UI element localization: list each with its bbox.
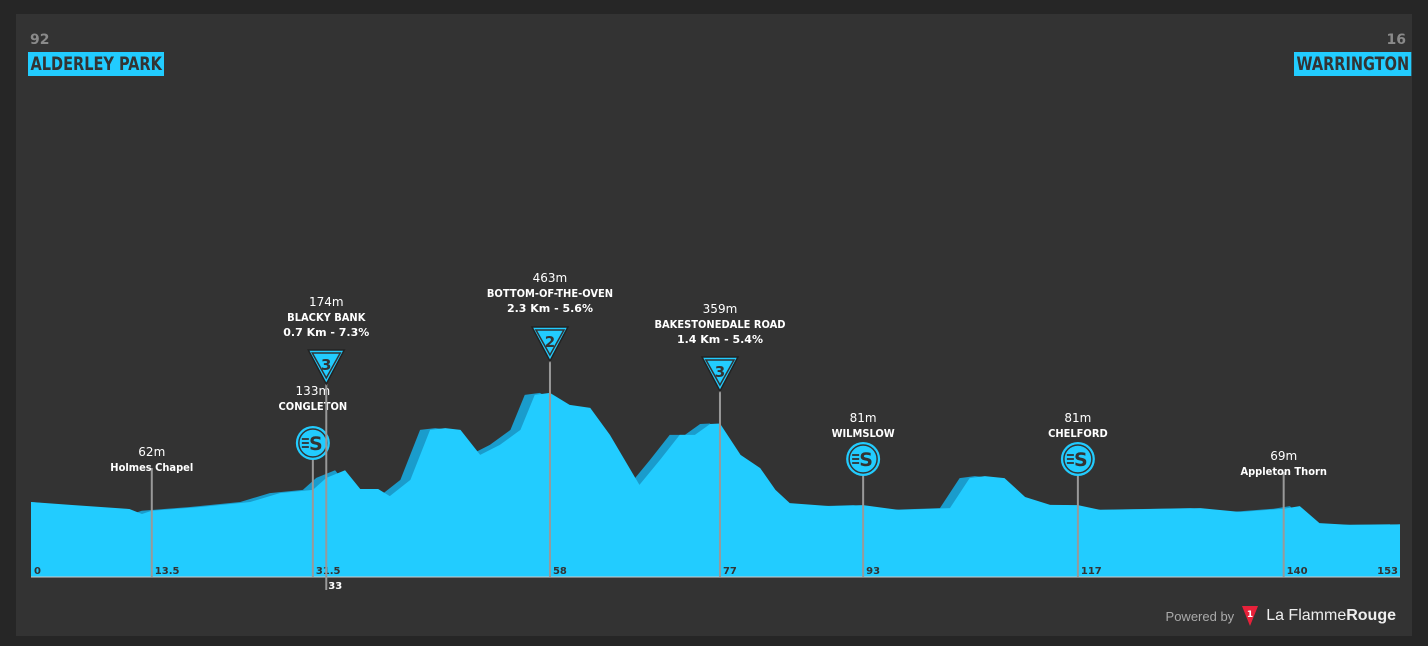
sprint-letter: S [309, 433, 323, 455]
powered-by: Powered by 1 La FlammeRouge [1166, 606, 1396, 626]
marker-detail: 0.7 Km - 7.3% [283, 326, 369, 339]
sprint-letter: S [859, 449, 873, 471]
sprint-icon-ring [848, 444, 878, 474]
svg-text:1: 1 [1247, 610, 1253, 620]
marker-wilmslow: 81m WILMSLOW S [832, 411, 895, 577]
x-tick-label: 93 [866, 566, 880, 577]
marker-name: BOTTOM-OF-THE-OVEN [487, 287, 613, 300]
kom-category: 3 [321, 356, 331, 374]
sprint-icon [846, 442, 881, 476]
sprint-icon [1060, 442, 1095, 476]
brand-bold: Rouge [1346, 607, 1396, 624]
x-tick-label: 33 [328, 581, 342, 592]
brand-light: La Flamme [1266, 607, 1347, 624]
marker-elevation: 69m [1270, 449, 1297, 463]
marker-elevation: 174m [309, 295, 344, 309]
x-tick-label: 140 [1287, 566, 1308, 577]
kom-category: 3 [715, 363, 725, 381]
marker-bakestonedale-road: 359m BAKESTONEDALE ROAD 1.4 Km - 5.4% 3 [654, 302, 785, 577]
marker-name: CONGLETON [279, 400, 348, 413]
sprint-icon [295, 426, 330, 460]
finish-elevation: 16 [1386, 32, 1406, 48]
marker-blacky-bank: 174m BLACKY BANK 0.7 Km - 7.3% 3 [283, 295, 369, 590]
x-tick-label: 58 [553, 566, 567, 577]
kom-triangle-inner [534, 329, 566, 357]
kom-triangle-icon [307, 349, 346, 386]
x-tick-label: 31.5 [316, 566, 341, 577]
kom-triangle-inner [310, 352, 342, 380]
marker-elevation: 359m [703, 302, 738, 316]
marker-detail: 2.3 Km - 5.6% [507, 302, 593, 315]
marker-elevation: 133m [296, 384, 331, 398]
marker-holmes-chapel: 62m Holmes Chapel [110, 445, 193, 577]
marker-name: Holmes Chapel [110, 461, 193, 474]
sprint-icon-ring [1063, 444, 1093, 474]
profile-area [31, 392, 1400, 577]
x-tick-label: 117 [1081, 566, 1102, 577]
marker-name: BLACKY BANK [287, 311, 366, 324]
kom-category: 2 [545, 333, 555, 351]
marker-name: BAKESTONEDALE ROAD [654, 318, 785, 331]
marker-name: WILMSLOW [832, 427, 895, 440]
x-tick-label: 0 [34, 566, 41, 577]
marker-elevation: 81m [1064, 411, 1091, 425]
start-elevation: 92 [30, 32, 50, 48]
flamme-rouge-logo-icon: 1 [1242, 606, 1259, 626]
stage-profile-panel: 92 ALDERLEY PARK 16 WARRINGTON 0 153 62m Ho… [16, 14, 1412, 636]
marker-elevation: 62m [138, 445, 165, 459]
marker-detail: 1.4 Km - 5.4% [677, 333, 763, 346]
finish-name: WARRINGTON [1293, 52, 1412, 76]
x-tick-label: 153 [1377, 566, 1398, 577]
marker-name: Appleton Thorn [1240, 465, 1326, 478]
marker-elevation: 463m [533, 271, 568, 285]
brand-name: La FlammeRouge [1266, 607, 1396, 625]
marker-bottom-of-the-oven: 463m BOTTOM-OF-THE-OVEN 2.3 Km - 5.6% 2 [487, 271, 613, 577]
kom-triangle-inner [704, 359, 736, 387]
powered-by-label: Powered by [1165, 608, 1235, 624]
start-name: ALDERLEY PARK [28, 52, 165, 76]
marker-appleton-thorn: 69m Appleton Thorn [1240, 449, 1327, 577]
kom-triangle-icon [700, 356, 740, 393]
x-tick-label: 77 [723, 566, 737, 577]
kom-triangle-icon [530, 326, 570, 363]
marker-congleton: 133m CONGLETON S [279, 384, 348, 577]
marker-chelford: 81m CHELFORD S [1048, 411, 1108, 577]
x-tick-label: 13.5 [155, 566, 180, 577]
sprint-letter: S [1074, 449, 1088, 471]
marker-name: CHELFORD [1048, 427, 1108, 440]
marker-elevation: 81m [850, 411, 877, 425]
